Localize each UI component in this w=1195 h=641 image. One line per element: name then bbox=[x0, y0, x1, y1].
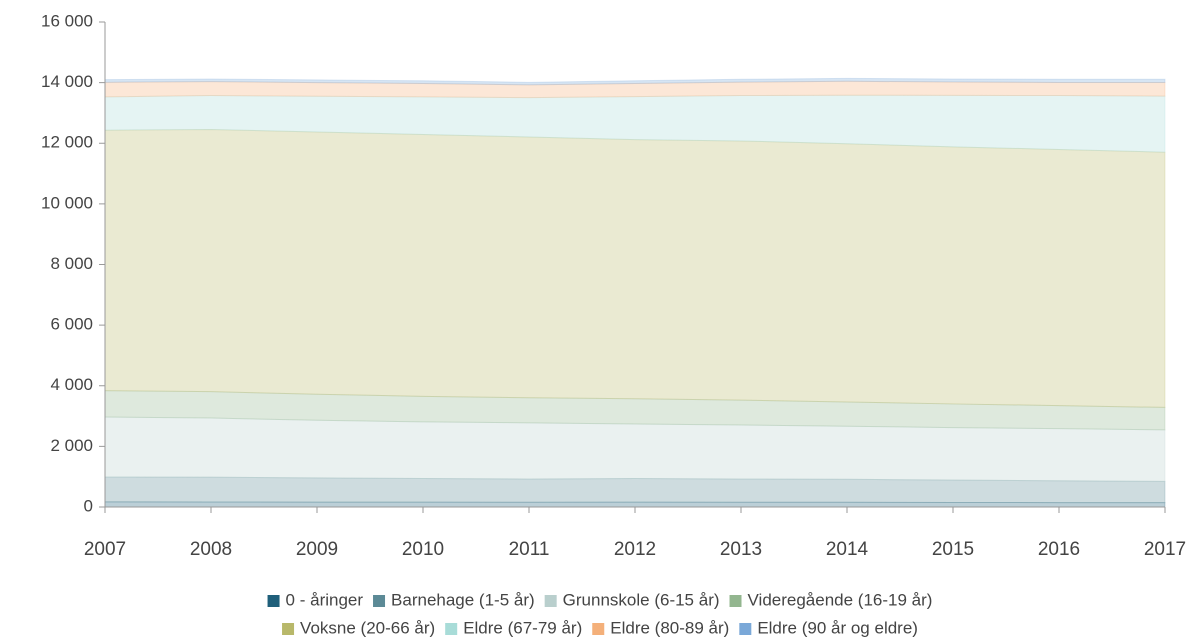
x-tick-label: 2007 bbox=[84, 539, 126, 560]
x-tick-label: 2015 bbox=[932, 539, 974, 560]
x-tick-label: 2017 bbox=[1144, 539, 1186, 560]
area bbox=[104, 476, 1166, 504]
x-tick-label: 2012 bbox=[614, 539, 656, 560]
y-tick-label: 4 000 bbox=[50, 375, 93, 394]
legend-row: Voksne (20-66 år) Eldre (67-79 år) Eldre (… bbox=[282, 618, 918, 637]
legend-label: Grunnskole (6-15 år) bbox=[563, 590, 720, 609]
legend-label: Eldre (90 år og eldre) bbox=[757, 618, 918, 637]
legend-label: Eldre (67-79 år) bbox=[463, 618, 582, 637]
y-tick-label: 2 000 bbox=[50, 436, 93, 455]
area bbox=[104, 94, 1166, 153]
legend-swatch bbox=[739, 623, 752, 635]
legend-swatch bbox=[445, 623, 458, 635]
area bbox=[104, 77, 1166, 86]
x-tick-label: 2013 bbox=[720, 539, 762, 560]
x-tick-label: 2014 bbox=[826, 539, 869, 560]
legend-label: Barnehage (1-5 år) bbox=[391, 590, 535, 609]
legend-swatch bbox=[592, 623, 605, 635]
legend-swatch bbox=[729, 595, 742, 607]
legend-swatch bbox=[282, 623, 295, 635]
x-tick-label: 2016 bbox=[1038, 539, 1080, 560]
area bbox=[104, 390, 1166, 431]
y-tick-label: 8 000 bbox=[50, 254, 93, 273]
legend-swatch bbox=[544, 595, 557, 607]
x-tick-label: 2008 bbox=[190, 539, 232, 560]
x-tick-label: 2011 bbox=[509, 539, 550, 560]
y-tick-label: 0 bbox=[84, 496, 93, 515]
y-tick-label: 14 000 bbox=[41, 72, 93, 91]
area bbox=[104, 128, 1166, 408]
legend-swatch bbox=[267, 595, 280, 607]
y-tick-label: 16 000 bbox=[41, 11, 93, 30]
area bbox=[104, 416, 1166, 482]
legend-label: Eldre (80-89 år) bbox=[610, 618, 729, 637]
y-tick-label: 6 000 bbox=[50, 315, 93, 334]
legend-row: 0 - åringer Barnehage (1-5 år) Grunnskole … bbox=[267, 590, 933, 609]
x-tick-label: 2009 bbox=[296, 539, 338, 560]
y-tick-label: 10 000 bbox=[41, 193, 93, 212]
y-tick-label: 12 000 bbox=[41, 133, 93, 152]
area bbox=[104, 80, 1166, 99]
legend-label: Videregående (16-19 år) bbox=[748, 590, 933, 609]
legend-label: Voksne (20-66 år) bbox=[300, 618, 435, 637]
x-tick-label: 2010 bbox=[402, 539, 444, 560]
legend-label: 0 - åringer bbox=[286, 590, 364, 609]
legend-swatch bbox=[373, 595, 386, 607]
